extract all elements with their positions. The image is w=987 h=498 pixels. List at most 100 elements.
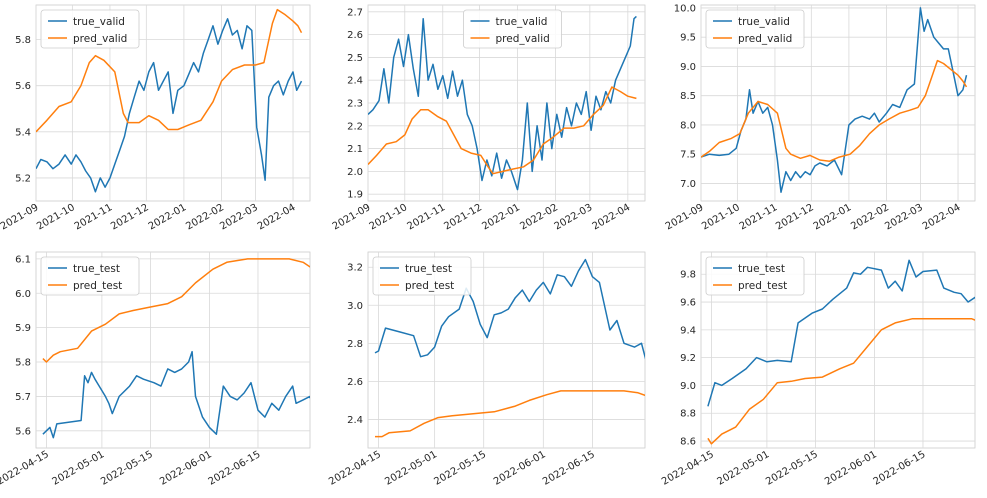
y-tick-label: 2.4 bbox=[347, 415, 363, 426]
series-group bbox=[368, 15, 637, 191]
y-tick-label: 2.3 bbox=[347, 99, 363, 110]
x-tick-label: 2022-03 bbox=[218, 202, 260, 232]
x-tick-label: 2021-11 bbox=[406, 202, 448, 232]
y-tick-label: 2.5 bbox=[347, 53, 363, 64]
x-tick-label: 2021-10 bbox=[368, 202, 410, 232]
x-tick-label: 2022-05-01 bbox=[383, 449, 439, 488]
chart-panel: 1.92.02.12.22.32.42.52.62.72021-092021-1… bbox=[331, 4, 646, 232]
y-tick-label: 5.8 bbox=[15, 35, 31, 46]
y-tick-label: 3.0 bbox=[347, 301, 363, 312]
x-tick-label: 2022-06-15 bbox=[541, 449, 597, 488]
y-tick-label: 8.6 bbox=[680, 437, 696, 448]
x-tick-label: 2022-02 bbox=[849, 202, 891, 232]
x-tick-label: 2021-11 bbox=[738, 202, 780, 232]
legend: true_test pred_test bbox=[705, 256, 805, 296]
y-tick-label: 10.0 bbox=[674, 3, 696, 14]
series-line-true-valid bbox=[36, 18, 303, 193]
y-tick-label: 2.6 bbox=[347, 377, 363, 388]
y-tick-label: 2.0 bbox=[347, 167, 363, 178]
y-tick-label: 1.9 bbox=[347, 190, 363, 201]
x-tick-label: 2022-01 bbox=[480, 202, 522, 232]
legend-label: pred_test bbox=[405, 280, 454, 292]
y-tick-label: 7.5 bbox=[680, 150, 696, 161]
x-tick-label: 2022-03 bbox=[553, 202, 595, 232]
x-tick-label: 2022-03 bbox=[883, 202, 925, 232]
x-tick-label: 2022-05-15 bbox=[764, 449, 820, 488]
y-tick-label: 2.7 bbox=[347, 7, 363, 18]
series-line-pred-valid bbox=[701, 59, 968, 162]
y-tick-label: 9.0 bbox=[680, 62, 696, 73]
x-tick-label: 2021-10 bbox=[35, 202, 77, 232]
y-tick-label: 2.2 bbox=[347, 121, 363, 132]
x-tick-label: 2022-04 bbox=[591, 202, 633, 232]
y-tick-label: 7.0 bbox=[680, 179, 696, 190]
legend-label: true_test bbox=[73, 263, 120, 275]
series-line-true-test bbox=[707, 259, 975, 407]
x-tick-label: 2022-06-01 bbox=[492, 449, 548, 488]
legend: true_valid pred_valid bbox=[705, 9, 805, 49]
series-line-pred-test bbox=[375, 390, 645, 438]
y-tick-label: 5.2 bbox=[15, 173, 31, 184]
x-tick-label: 2022-06-15 bbox=[872, 449, 928, 488]
x-tick-label: 2022-01 bbox=[812, 202, 854, 232]
series-line-true-test bbox=[374, 258, 645, 360]
y-tick-label: 5.9 bbox=[15, 323, 31, 334]
legend-label: pred_valid bbox=[73, 33, 127, 45]
y-tick-label: 9.0 bbox=[680, 381, 696, 392]
legend: true_test pred_test bbox=[372, 256, 472, 296]
legend-label: pred_valid bbox=[496, 33, 550, 45]
series-line-pred-test bbox=[707, 317, 975, 445]
legend-label: true_valid bbox=[73, 16, 125, 28]
x-tick-label: 2022-02 bbox=[184, 202, 226, 232]
chart-panel: 7.07.58.08.59.09.510.02021-092021-102021… bbox=[664, 3, 976, 232]
x-tick-label: 2022-05-01 bbox=[51, 449, 107, 488]
y-tick-label: 2.1 bbox=[347, 144, 363, 155]
y-tick-label: 2.8 bbox=[347, 339, 363, 350]
y-tick-label: 9.2 bbox=[680, 353, 696, 364]
x-tick-label: 2022-04 bbox=[256, 202, 298, 232]
x-tick-label: 2022-05-15 bbox=[99, 449, 155, 488]
y-tick-label: 5.7 bbox=[15, 392, 31, 403]
series-group bbox=[42, 258, 310, 439]
x-tick-label: 2021-11 bbox=[73, 202, 115, 232]
series-line-pred-valid bbox=[368, 86, 637, 175]
series-group bbox=[707, 259, 975, 445]
y-tick-label: 6.0 bbox=[15, 289, 31, 300]
y-tick-label: 9.6 bbox=[680, 298, 696, 309]
x-tick-label: 2022-04-15 bbox=[660, 449, 716, 488]
x-tick-label: 2021-09 bbox=[0, 202, 40, 232]
x-tick-label: 2021-09 bbox=[664, 202, 706, 232]
grid bbox=[701, 252, 975, 448]
x-tick-label: 2022-01 bbox=[147, 202, 189, 232]
legend-label: pred_test bbox=[73, 280, 122, 292]
legend: true_valid pred_valid bbox=[463, 9, 562, 49]
series-group bbox=[701, 7, 968, 193]
x-tick-label: 2021-12 bbox=[109, 202, 151, 232]
x-tick-label: 2021-12 bbox=[442, 202, 484, 232]
y-tick-label: 8.0 bbox=[680, 120, 696, 131]
x-tick-label: 2021-12 bbox=[774, 202, 816, 232]
y-tick-label: 2.6 bbox=[347, 30, 363, 41]
y-tick-label: 2.4 bbox=[347, 76, 363, 87]
x-tick-label: 2022-06-15 bbox=[207, 449, 263, 488]
x-tick-label: 2022-04-15 bbox=[327, 449, 383, 488]
x-tick-label: 2022-05-01 bbox=[716, 449, 772, 488]
y-tick-label: 9.8 bbox=[680, 270, 696, 281]
y-tick-label: 9.5 bbox=[680, 33, 696, 44]
x-tick-label: 2022-04 bbox=[921, 202, 963, 232]
series-line-pred-valid bbox=[36, 8, 303, 133]
x-tick-label: 2022-05-15 bbox=[432, 449, 488, 488]
x-tick-label: 2021-10 bbox=[700, 202, 742, 232]
y-tick-label: 5.4 bbox=[15, 127, 31, 138]
x-tick-label: 2021-09 bbox=[331, 202, 373, 232]
legend-label: pred_valid bbox=[738, 33, 792, 45]
series-group bbox=[36, 8, 303, 193]
y-tick-label: 8.8 bbox=[680, 409, 696, 420]
series-line-pred-test bbox=[42, 258, 310, 363]
legend-label: true_test bbox=[405, 263, 452, 275]
y-tick-label: 5.8 bbox=[15, 358, 31, 369]
y-tick-label: 5.6 bbox=[15, 81, 31, 92]
